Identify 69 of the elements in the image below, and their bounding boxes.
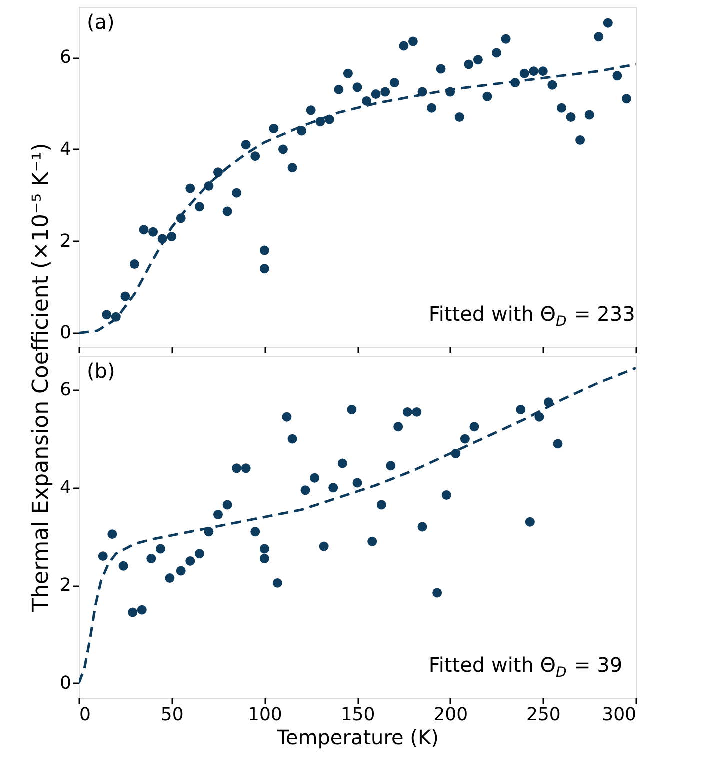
point <box>148 227 158 237</box>
point <box>501 34 511 44</box>
x-tick-label: 250 <box>526 704 561 726</box>
point <box>120 292 130 302</box>
point <box>399 41 409 51</box>
point <box>454 112 464 122</box>
y-tick-label: 0 <box>60 322 72 344</box>
y-tick-label: 2 <box>60 230 72 252</box>
x-tick-label: 150 <box>340 704 376 726</box>
point <box>594 32 604 42</box>
point <box>260 264 270 274</box>
point <box>194 202 204 212</box>
point <box>520 68 530 78</box>
point <box>297 126 307 136</box>
y-tick-label: 6 <box>60 380 72 401</box>
x-tick-label: 200 <box>434 704 468 726</box>
point <box>482 92 492 102</box>
x-tick-label: 50 <box>160 704 184 726</box>
point <box>529 66 539 76</box>
point <box>538 66 548 76</box>
point <box>408 36 418 46</box>
point <box>603 18 613 28</box>
y-tick-label: 4 <box>60 477 72 498</box>
point <box>278 144 288 154</box>
x-tick-label: 300 <box>602 704 636 726</box>
point <box>214 168 223 178</box>
point <box>566 112 576 122</box>
point <box>584 110 594 120</box>
point <box>622 94 632 104</box>
point <box>306 106 316 116</box>
point <box>473 55 483 65</box>
point <box>362 96 372 106</box>
point <box>130 260 140 270</box>
y-tick-label: 6 <box>60 47 72 68</box>
point <box>371 90 381 100</box>
line-series <box>79 63 636 334</box>
point <box>186 184 196 194</box>
point <box>222 206 232 216</box>
point <box>334 84 344 94</box>
point <box>576 136 586 145</box>
point <box>232 188 242 198</box>
x-tick-label: 100 <box>248 704 282 726</box>
annotation: (a) <box>87 10 115 34</box>
point <box>427 103 437 113</box>
point <box>548 80 558 90</box>
point <box>343 68 353 78</box>
x-tick-label: 0 <box>80 704 91 726</box>
point <box>380 87 390 97</box>
point <box>260 246 270 256</box>
y-tick-label: 0 <box>60 672 72 694</box>
point <box>250 152 260 162</box>
y-tick-label: 2 <box>60 575 72 596</box>
point <box>288 163 298 173</box>
point <box>556 103 566 113</box>
y-tick-label: 4 <box>60 138 72 160</box>
point <box>492 48 502 58</box>
point <box>390 78 400 88</box>
point <box>139 225 149 235</box>
point <box>269 124 279 134</box>
annotation: (b) <box>87 359 116 383</box>
point <box>352 82 362 92</box>
point <box>167 232 177 242</box>
point <box>612 71 622 81</box>
point <box>436 64 446 74</box>
point <box>241 140 251 150</box>
x-axis-title: Temperature (K) <box>276 726 439 750</box>
point <box>102 310 112 320</box>
y-axis-title: Thermal Expansion Coefficient (×10⁻⁵ K⁻¹) <box>29 143 54 613</box>
point <box>464 60 474 70</box>
